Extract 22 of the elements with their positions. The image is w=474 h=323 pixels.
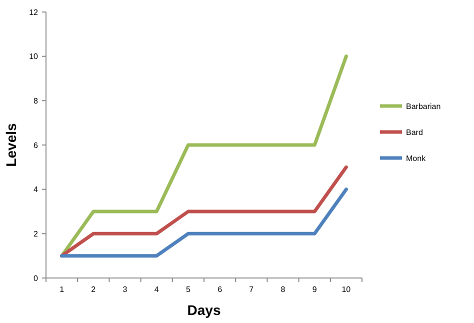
x-axis-title: Days <box>187 302 221 318</box>
x-tick-label: 7 <box>249 285 254 294</box>
x-tick-label: 9 <box>312 285 318 294</box>
legend-label: Barbarian <box>406 102 441 111</box>
x-tick-label: 6 <box>218 285 223 294</box>
y-tick-label: 12 <box>29 8 39 17</box>
x-tick-label: 2 <box>91 285 96 294</box>
legend-label: Bard <box>406 128 423 137</box>
y-tick-label: 0 <box>34 274 39 283</box>
y-tick-label: 8 <box>34 96 39 106</box>
y-tick-label: 10 <box>29 52 39 62</box>
y-tick-label: 2 <box>34 229 39 238</box>
x-tick-label: 3 <box>122 285 128 294</box>
x-tick-label: 1 <box>60 285 65 294</box>
y-axis-title: Levels <box>3 122 19 167</box>
x-tick-label: 10 <box>342 285 352 294</box>
x-tick-label: 4 <box>154 285 160 294</box>
x-tick-label: 5 <box>186 285 191 294</box>
x-tick-label: 8 <box>280 285 286 294</box>
y-tick-label: 6 <box>34 140 39 150</box>
y-tick-label: 4 <box>34 185 39 194</box>
legend-label: Monk <box>406 154 427 163</box>
